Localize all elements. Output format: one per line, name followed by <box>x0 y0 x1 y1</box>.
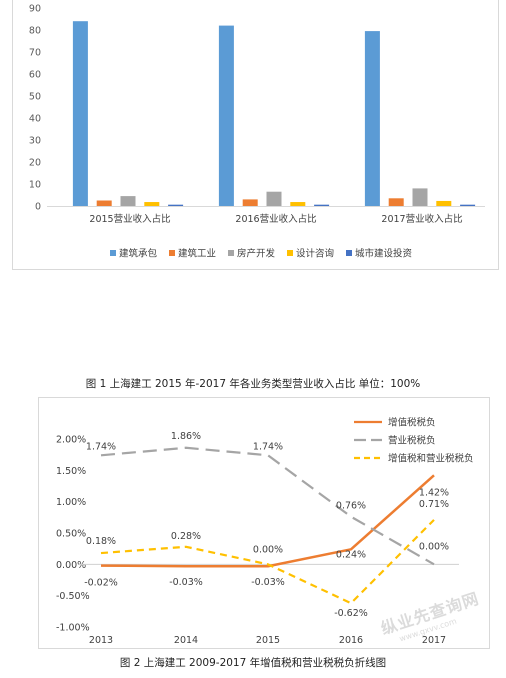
bar <box>436 200 452 206</box>
bar-chart-panel: 0 10 20 30 40 50 60 70 80 90 2015营业收入占比 2016营业收入占比 2… <box>12 0 499 270</box>
y-tick-label: 0.50% <box>56 529 86 540</box>
x-category-label: 2017营业收入占比 <box>381 213 462 225</box>
data-label: 0.28% <box>171 531 201 542</box>
revenue-share-bar-chart: 0 10 20 30 40 50 60 70 80 90 2015营业收入占比 2016营业收入占比 2… <box>29 4 485 260</box>
data-label: 1.74% <box>253 441 283 452</box>
bar <box>460 204 476 206</box>
data-label: -0.03% <box>251 577 285 588</box>
data-label: 0.00% <box>419 541 449 552</box>
y-tick-label: 0 <box>35 202 41 213</box>
legend-label: 城市建设投资 <box>355 248 413 260</box>
y-tick-label: 90 <box>29 4 41 15</box>
figure-1-caption: 图 1 上海建工 2015 年-2017 年各业务类型营业收入占比 单位：100… <box>85 378 421 390</box>
bar <box>314 204 330 206</box>
x-category-label: 2015营业收入占比 <box>89 213 170 225</box>
x-category-label: 2016营业收入占比 <box>235 213 316 225</box>
y-tick-label: -0.50% <box>56 591 90 602</box>
legend-label: 增值税税负 <box>388 417 436 429</box>
x-tick-label: 2015 <box>256 635 280 646</box>
y-tick-label: 0.00% <box>56 560 86 571</box>
data-label: -0.02% <box>84 578 118 589</box>
legend-label: 营业税税负 <box>388 435 436 447</box>
data-label: 1.86% <box>171 431 201 442</box>
bar <box>120 196 136 206</box>
legend-label: 房产开发 <box>237 248 276 260</box>
legend-label: 建筑工业 <box>178 248 216 260</box>
bar <box>290 202 306 206</box>
legend-swatch <box>287 250 293 256</box>
legend-swatch <box>169 250 175 256</box>
legend-label: 建筑承包 <box>119 248 158 260</box>
y-tick-label: 1.50% <box>56 466 86 477</box>
y-tick-label: 30 <box>29 136 41 147</box>
y-tick-label: 1.00% <box>56 497 86 508</box>
y-tick-label: 60 <box>29 70 41 81</box>
data-label: 0.76% <box>336 501 366 512</box>
bar <box>218 25 234 206</box>
legend-swatch <box>110 250 116 256</box>
y-tick-label: 80 <box>29 26 41 37</box>
data-label: 1.42% <box>419 487 449 498</box>
bar <box>168 204 184 206</box>
y-tick-label: 40 <box>29 114 41 125</box>
y-tick-label: -1.00% <box>56 623 90 634</box>
bar <box>242 199 258 206</box>
bar <box>266 191 282 206</box>
y-tick-label: 2.00% <box>56 435 86 446</box>
bar <box>72 21 88 207</box>
series-line <box>100 474 435 568</box>
bar <box>412 188 428 206</box>
bar <box>388 198 404 206</box>
figure-2-caption: 图 2 上海建工 2009-2017 年增值税和营业税税负折线图 <box>119 657 387 669</box>
y-tick-label: 10 <box>29 180 41 191</box>
legend-label: 增值税和营业税税负 <box>388 453 474 465</box>
series-line <box>100 446 435 566</box>
legend-swatch <box>228 250 234 256</box>
data-label: -0.62% <box>334 608 368 619</box>
data-label: 0.71% <box>419 499 449 510</box>
bar <box>364 31 380 206</box>
x-tick-label: 2013 <box>89 635 113 646</box>
y-tick-label: 70 <box>29 48 41 59</box>
series-line <box>100 519 435 605</box>
x-tick-label: 2014 <box>174 635 198 646</box>
tax-burden-line-chart: 2.00%1.50%1.00%0.50%0.00%-0.50%-1.00%201… <box>56 417 474 647</box>
y-tick-label: 50 <box>29 92 41 103</box>
bar <box>96 200 112 206</box>
data-label: 0.18% <box>86 536 116 547</box>
data-label: -0.03% <box>169 577 203 588</box>
x-tick-label: 2017 <box>422 635 446 646</box>
legend-swatch <box>346 250 352 256</box>
y-tick-label: 20 <box>29 158 41 169</box>
data-label: 0.24% <box>336 549 366 560</box>
line-chart-panel: 2.00% 1.50% 1.00% 0.50% 0.00% -0.50% -1.00% 201… <box>38 397 490 649</box>
legend-label: 设计咨询 <box>296 248 334 260</box>
bar <box>144 202 160 206</box>
x-tick-label: 2016 <box>339 635 363 646</box>
data-label: 0.00% <box>253 544 283 555</box>
data-label: 1.74% <box>86 441 116 452</box>
